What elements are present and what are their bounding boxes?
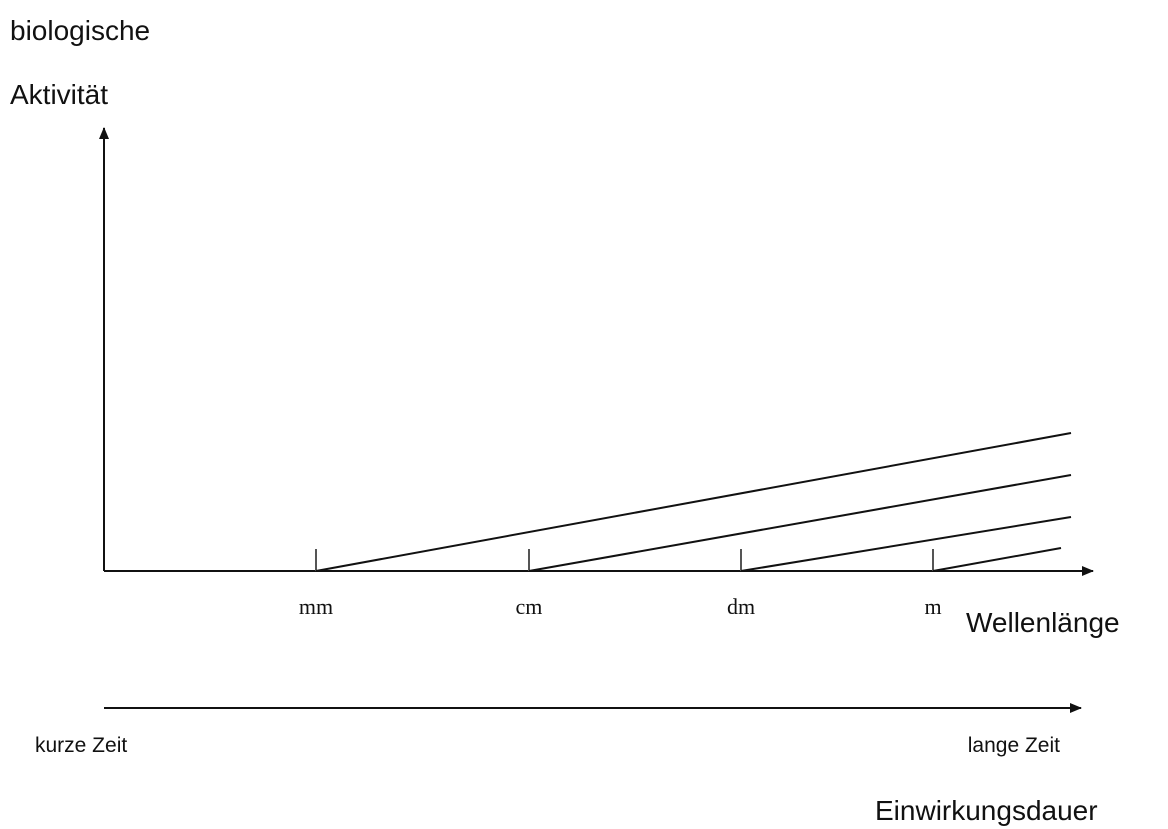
series-line-dm [740, 516, 1072, 572]
x-tick-label-cm: cm [516, 594, 543, 619]
time-axis-start-label: kurze Zeit [35, 734, 127, 757]
x-axis-tick-labels: mm cm dm m [299, 594, 942, 619]
x-tick-label-m: m [924, 594, 941, 619]
series-line-cm [528, 474, 1072, 572]
x-tick-label-mm: mm [299, 594, 333, 619]
time-axis-label: Einwirkungsdauer [875, 795, 1098, 826]
y-axis-label-line2: Aktivität [10, 79, 108, 110]
time-axis-end-label: lange Zeit [968, 734, 1060, 757]
x-axis-ticks [315, 549, 934, 571]
y-axis-label-line1: biologische [10, 15, 150, 46]
series-lines [315, 432, 1072, 572]
x-tick-label-dm: dm [727, 594, 755, 619]
series-line-mm [315, 432, 1072, 572]
series-line-m [932, 547, 1062, 572]
x-axis-label: Wellenlänge [966, 607, 1120, 638]
